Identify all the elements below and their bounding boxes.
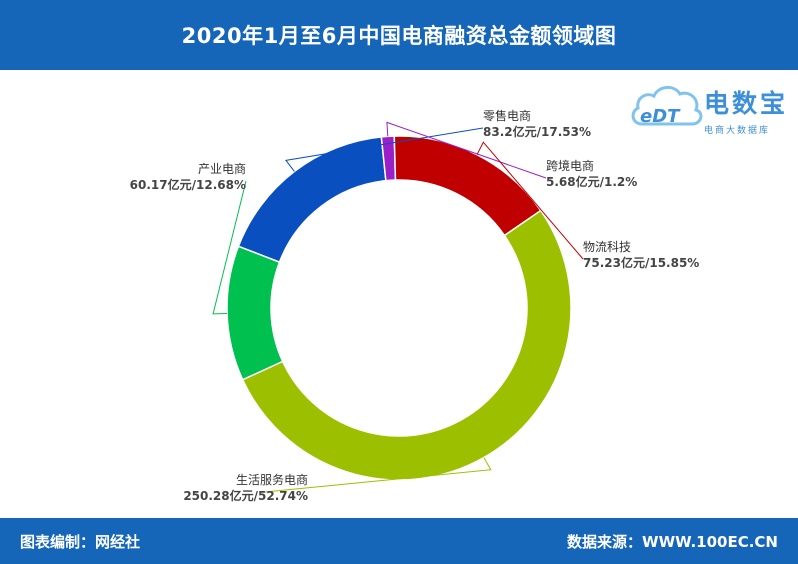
slice-4 bbox=[226, 245, 284, 381]
slice-value-1: 5.68亿元/1.2% bbox=[546, 174, 637, 189]
footer-source: 数据来源：WWW.100EC.CN bbox=[567, 533, 778, 551]
leader-line-1 bbox=[386, 121, 547, 179]
logo-mark: eDT bbox=[640, 106, 681, 127]
slice-name-0: 零售电商 bbox=[483, 108, 531, 123]
slice-name-4: 产业电商 bbox=[198, 161, 246, 176]
slice-3 bbox=[241, 209, 572, 481]
slice-value-3: 250.28亿元/52.74% bbox=[183, 488, 308, 503]
page-title: 2020年1月至6月中国电商融资总金额领域图 bbox=[181, 24, 617, 48]
slice-value-2: 75.23亿元/15.85% bbox=[583, 255, 699, 270]
logo-subtitle: 电商大数据库 bbox=[704, 126, 771, 136]
leader-line-4 bbox=[212, 180, 247, 315]
slice-value-0: 83.2亿元/17.53% bbox=[483, 124, 591, 139]
header-bar: 2020年1月至6月中国电商融资总金额领域图 bbox=[0, 0, 798, 70]
leader-line-3 bbox=[264, 457, 492, 493]
logo-text: 电数宝 电商大数据库 bbox=[704, 84, 788, 136]
slice-name-1: 跨境电商 bbox=[546, 158, 594, 173]
slice-value-4: 60.17亿元/12.68% bbox=[130, 177, 246, 192]
leader-line-2 bbox=[476, 141, 584, 260]
slice-name-3: 生活服务电商 bbox=[236, 472, 308, 487]
logo-cloud-icon: eDT bbox=[631, 86, 703, 127]
leader-line-0 bbox=[285, 127, 484, 172]
logo-title: 电数宝 bbox=[704, 89, 789, 118]
footer-credit: 图表编制：网经社 bbox=[20, 533, 141, 551]
slice-name-2: 物流科技 bbox=[583, 240, 631, 254]
footer-bar: 图表编制：网经社 数据来源：WWW.100EC.CN bbox=[0, 518, 798, 564]
